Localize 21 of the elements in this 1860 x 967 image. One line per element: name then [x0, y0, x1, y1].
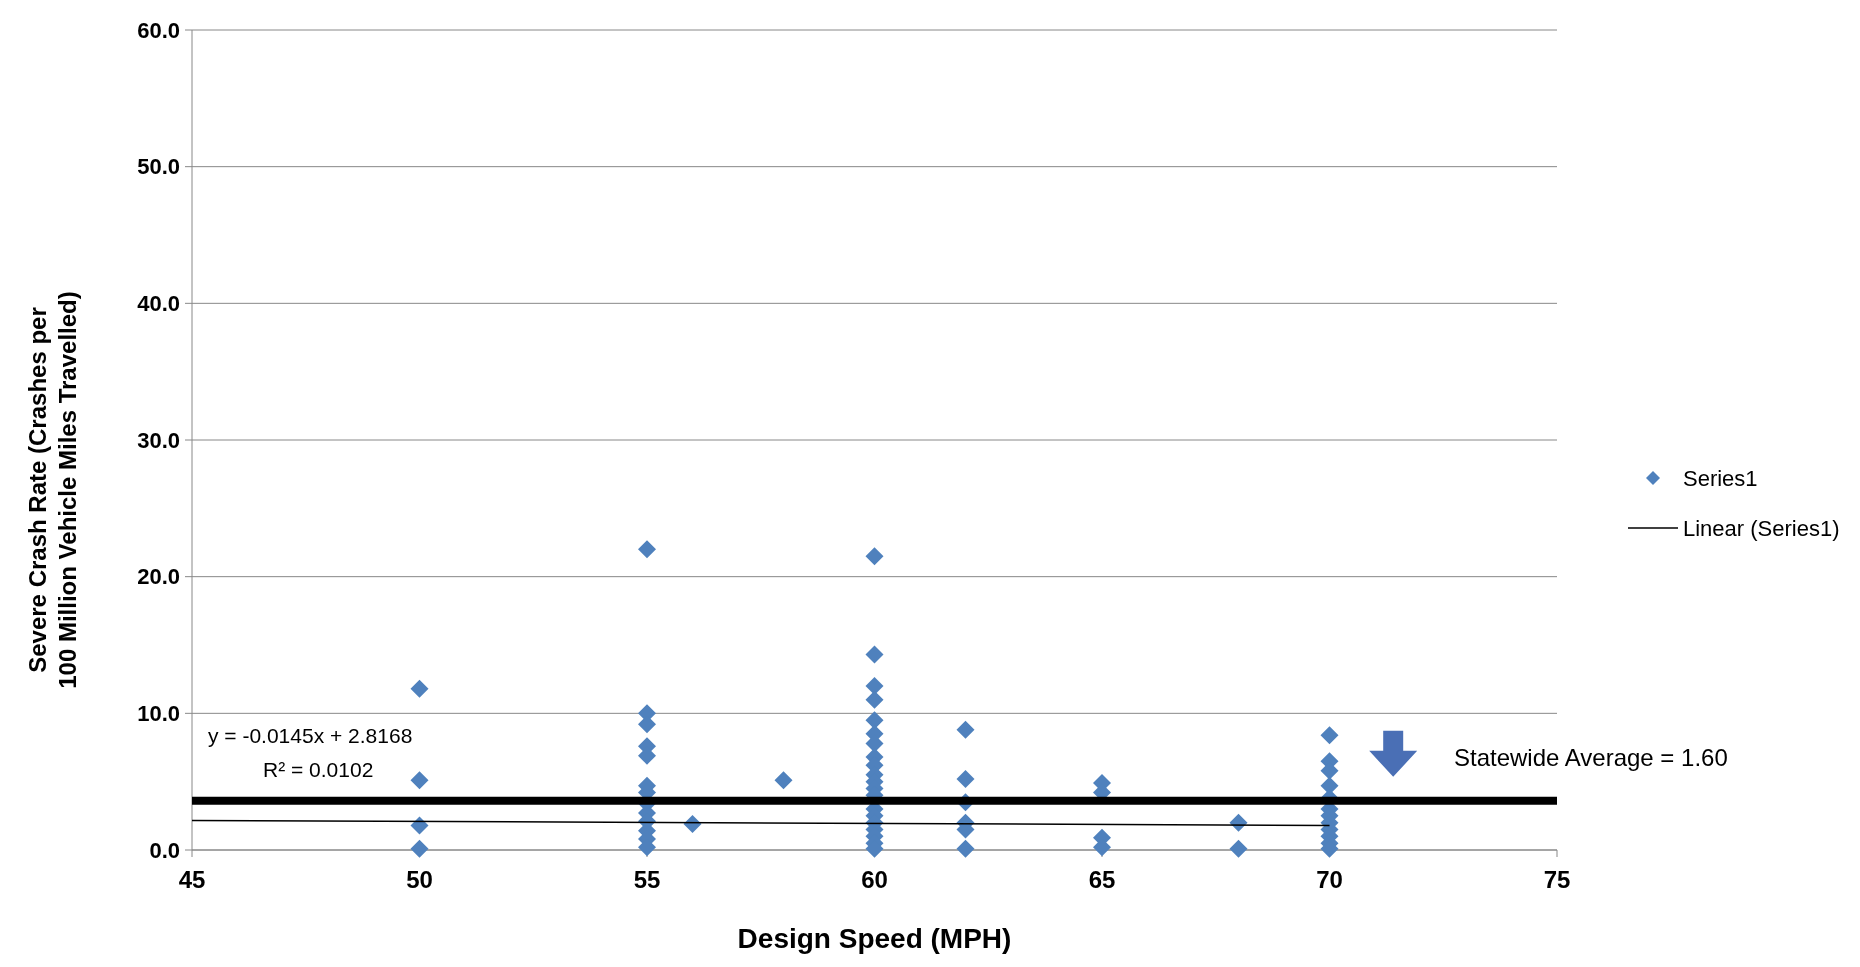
annotation: y = -0.0145x + 2.8168 [208, 724, 413, 748]
x-tick-label: 70 [1316, 866, 1343, 893]
x-tick-label: 50 [406, 866, 433, 893]
y-axis-title: Severe Crash Rate (Crashes per 100 Million Vehicle Miles Travelled) [24, 291, 81, 689]
y-tick-label: 20.0 [137, 564, 180, 590]
y-tick-label: 40.0 [137, 291, 180, 317]
y-tick-label: 60.0 [137, 17, 180, 43]
legend-label: Series1 [1683, 465, 1758, 491]
x-tick-label: 65 [1088, 866, 1116, 893]
x-tick-label: 60 [861, 866, 888, 893]
x-axis-title: Design Speed (MPH) [737, 923, 1012, 954]
y-tick-label: 50.0 [137, 154, 180, 180]
x-tick-label: 45 [178, 866, 206, 893]
annotation: Statewide Average = 1.60 [1454, 743, 1728, 771]
y-tick-label: 30.0 [137, 427, 180, 453]
y-tick-label: 0.0 [149, 837, 180, 863]
x-tick-label: 75 [1543, 866, 1571, 893]
x-tick-label: 55 [633, 866, 661, 893]
legend-label: Linear (Series1) [1683, 515, 1840, 541]
y-tick-label: 10.0 [137, 701, 180, 727]
annotation: R² = 0.0102 [263, 758, 374, 782]
